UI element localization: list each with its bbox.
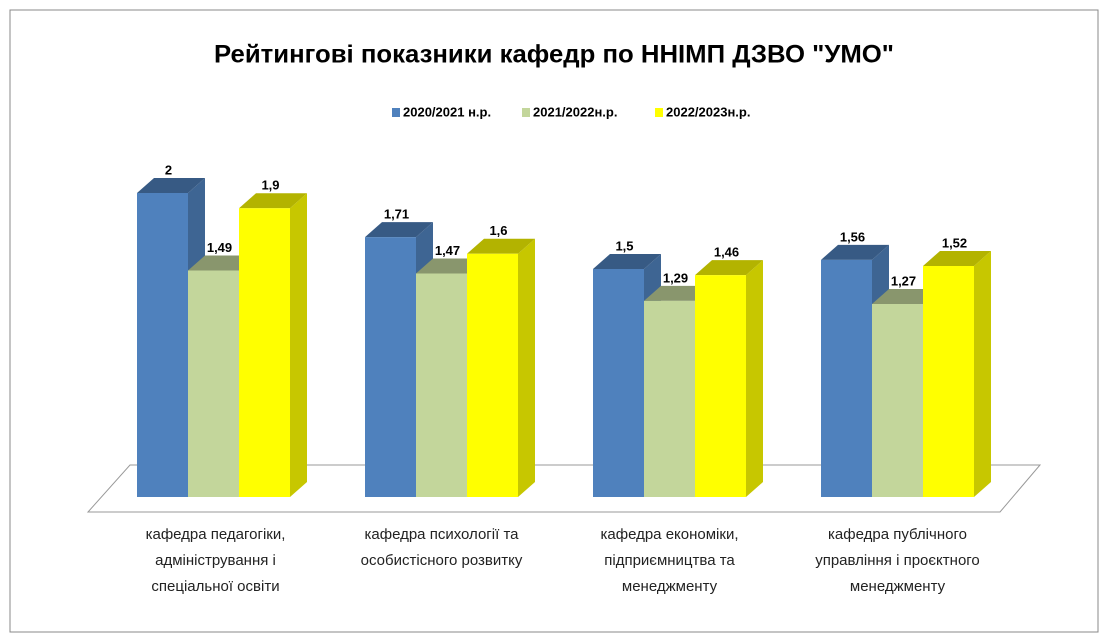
bar [239,193,307,497]
legend-swatch [655,108,663,117]
value-label: 1,9 [261,178,279,193]
value-label: 1,29 [663,270,688,285]
bar-face [137,193,188,497]
bar-face [467,253,518,497]
legend-label: 2021/2022н.р. [533,104,617,119]
value-label: 1,56 [840,229,865,244]
bar-face [365,222,433,238]
legend-swatch [392,108,400,117]
x-tick-label: кафедра публічного управління і проєктно… [815,526,980,595]
bar-face [821,259,872,497]
bar-face [365,237,416,497]
value-label: 1,71 [384,207,409,222]
bar-face [923,250,991,266]
legend-label: 2020/2021 н.р. [403,104,491,119]
bar-face [593,254,661,269]
bar-face [467,238,535,254]
bar [923,250,991,497]
value-label: 1,52 [942,235,967,250]
legend-swatch [522,108,530,117]
bar-face [518,238,535,498]
bar-face [695,260,763,276]
bar-face [644,300,695,497]
bar-face [923,265,974,497]
bar-face [290,193,307,497]
value-label: 1,6 [489,223,507,238]
bar-face [974,250,991,497]
legend-label: 2022/2023н.р. [666,104,750,119]
bar-face [746,260,763,497]
value-label: 1,27 [891,273,916,288]
bar-face [137,178,205,193]
bar [695,260,763,497]
x-tick-label: кафедра психології та особистісного розв… [360,526,523,569]
value-label: 1,5 [615,238,633,253]
bar-face [872,303,923,497]
value-label: 1,47 [435,243,460,258]
chart-title: Рейтингові показники кафедр по ННІМП ДЗВ… [214,41,894,69]
x-tick-label: кафедра педагогіки, адміністрування і сп… [145,526,286,595]
bar-face [821,244,889,260]
bar-face [416,273,467,497]
bar [467,238,535,498]
value-label: 1,46 [714,245,739,260]
x-tick-label: кафедра економіки, підприємництва та мен… [600,526,739,595]
bar-face [695,275,746,497]
value-label: 2 [165,162,172,177]
bar-face [593,269,644,497]
bar-face [239,208,290,497]
bar-face [239,193,307,209]
floor [86,464,1042,513]
bar-face [188,270,239,497]
value-label: 1,49 [207,240,232,255]
